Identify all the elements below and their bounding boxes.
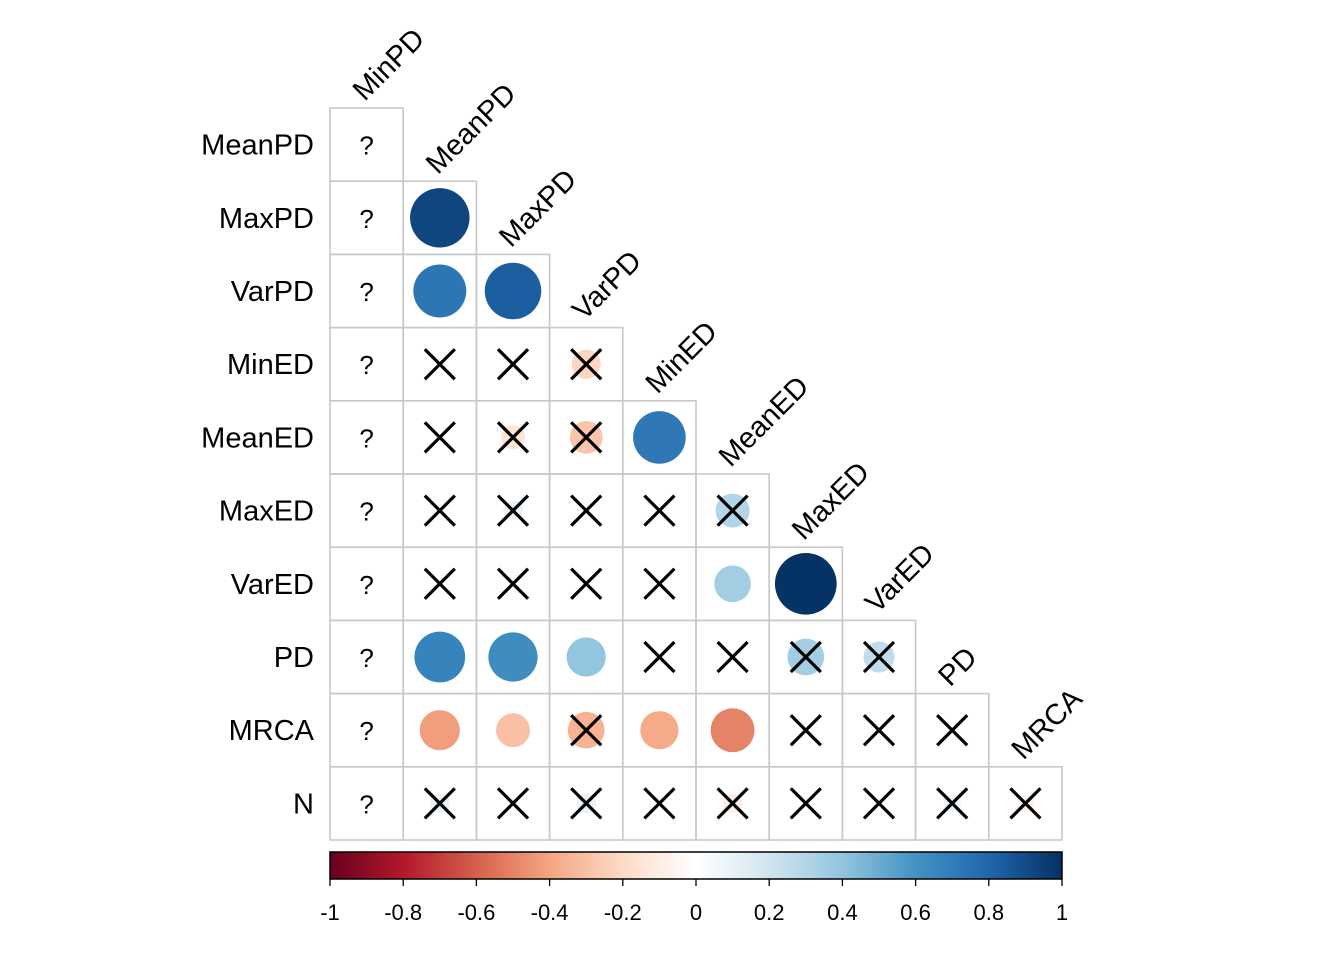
missing-value-mark: ? xyxy=(359,131,373,161)
correlation-circle xyxy=(496,713,530,748)
missing-value-mark: ? xyxy=(359,277,373,307)
nonsignificant-cross xyxy=(716,640,749,674)
row-labels: MeanPD MaxPD VarPD MinED MeanED MaxED VarED PD M… xyxy=(201,130,314,821)
nonsignificant-cross xyxy=(423,348,456,381)
colorbar-tick-label: 1 xyxy=(1056,900,1068,925)
column-label: MinPD xyxy=(347,23,431,107)
nonsignificant-cross xyxy=(570,348,603,381)
nonsignificant-cross xyxy=(789,714,822,747)
nonsignificant-cross xyxy=(936,714,969,747)
colorbar-tick-label: 0.2 xyxy=(754,900,785,925)
row-label: MeanPD xyxy=(201,130,314,162)
row-label: VarED xyxy=(231,569,314,601)
colorbar-tick-label: -0.8 xyxy=(384,900,422,925)
column-label: MRCA xyxy=(1006,682,1089,765)
column-label: MinED xyxy=(640,316,724,400)
nonsignificant-cross xyxy=(570,714,603,747)
nonsignificant-cross xyxy=(936,787,969,820)
nonsignificant-cross xyxy=(496,494,530,527)
row-label: PD xyxy=(274,642,314,674)
colorbar-tick-label: 0.4 xyxy=(827,900,858,925)
nonsignificant-cross xyxy=(643,640,676,674)
column-label: VarPD xyxy=(567,245,649,327)
missing-value-mark: ? xyxy=(359,570,373,600)
nonsignificant-cross xyxy=(789,640,822,674)
nonsignificant-cross xyxy=(423,787,456,820)
missing-value-mark: ? xyxy=(359,350,373,380)
nonsignificant-cross xyxy=(570,567,603,600)
row-label: MaxPD xyxy=(219,203,314,235)
nonsignificant-cross xyxy=(423,421,456,454)
nonsignificant-cross xyxy=(643,787,676,820)
correlation-circle xyxy=(774,552,837,615)
nonsignificant-cross xyxy=(716,787,749,820)
nonsignificant-cross xyxy=(643,567,676,600)
correlation-circle xyxy=(410,188,470,248)
matrix-cell xyxy=(987,765,1063,841)
missing-value-mark: ? xyxy=(359,497,373,527)
color-legend: -1 -0.8 -0.6 -0.4 -0.2 0 0.2 0.4 0.6 0.8 1 xyxy=(320,851,1068,925)
correlation-circle xyxy=(710,708,755,753)
missing-value-mark: ? xyxy=(359,716,373,746)
matrix-grid xyxy=(329,107,1063,841)
column-label: PD xyxy=(933,641,984,692)
correlation-circle xyxy=(566,637,606,677)
nonsignificant-cross xyxy=(862,787,896,820)
correlation-circle xyxy=(413,264,467,318)
column-label: MeanPD xyxy=(420,78,522,180)
nonsignificant-cross xyxy=(716,494,749,527)
correlation-circle xyxy=(488,632,538,682)
correlation-circle xyxy=(484,262,542,320)
correlation-circle xyxy=(633,411,686,464)
nonsignificant-cross xyxy=(1009,787,1042,820)
row-label: MaxED xyxy=(219,496,314,528)
correlation-circle xyxy=(640,711,679,750)
correlation-circle xyxy=(414,631,466,683)
missing-value-mark: ? xyxy=(359,643,373,673)
correlation-circle xyxy=(419,710,460,751)
nonsignificant-cross xyxy=(862,714,896,747)
nonsignificant-cross xyxy=(496,421,530,454)
row-label: MeanED xyxy=(201,422,314,454)
row-label: N xyxy=(293,788,314,820)
colorbar-bar xyxy=(329,851,1063,880)
nonsignificant-cross xyxy=(496,348,530,381)
colorbar-tick-label: 0 xyxy=(690,900,702,925)
missing-value-mark: ? xyxy=(359,789,373,819)
row-label: VarPD xyxy=(231,276,314,308)
nonsignificant-cross xyxy=(496,787,530,820)
column-label: MeanED xyxy=(713,371,815,473)
column-label: VarED xyxy=(859,538,941,620)
nonsignificant-cross xyxy=(789,787,822,820)
nonsignificant-cross xyxy=(423,494,456,527)
row-label: MinED xyxy=(227,349,314,381)
colorbar-tick-label: -1 xyxy=(320,900,340,925)
colorbar-tick-label: -0.4 xyxy=(531,900,569,925)
matrix-marks: ?????????? xyxy=(359,131,1042,820)
missing-value-mark: ? xyxy=(359,204,373,234)
column-label: MaxPD xyxy=(493,163,583,253)
correlation-circle xyxy=(714,565,751,603)
nonsignificant-cross xyxy=(570,421,603,454)
column-label: MaxED xyxy=(786,456,876,546)
colorbar-tick-label: 0.8 xyxy=(974,900,1005,925)
nonsignificant-cross xyxy=(570,787,603,820)
row-label: MRCA xyxy=(229,715,315,747)
nonsignificant-cross xyxy=(862,640,896,674)
missing-value-mark: ? xyxy=(359,423,373,453)
nonsignificant-cross xyxy=(423,567,456,600)
colorbar-tick-label: 0.6 xyxy=(900,900,931,925)
colorbar-tick-label: -0.6 xyxy=(457,900,495,925)
nonsignificant-cross xyxy=(643,494,676,527)
nonsignificant-cross xyxy=(496,567,530,600)
colorbar-tick-label: -0.2 xyxy=(604,900,642,925)
nonsignificant-cross xyxy=(570,494,603,527)
